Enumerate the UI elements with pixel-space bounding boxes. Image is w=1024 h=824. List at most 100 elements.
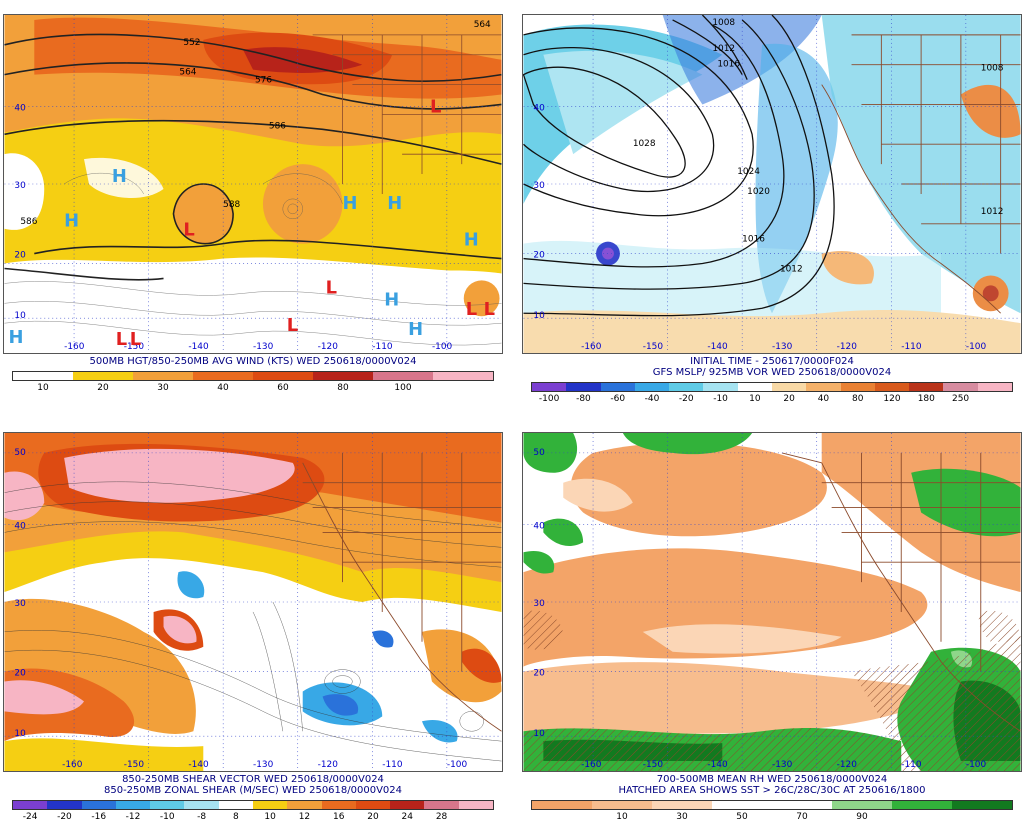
colorbar-tick-label: -40 — [644, 394, 660, 404]
map-mean-rh: 50 40 30 20 10 -160 -150 -140 -130 -120 … — [522, 432, 1022, 772]
high-pressure-marker: H — [384, 289, 399, 310]
lat-label: 20 — [533, 669, 545, 679]
lon-label: -150 — [124, 342, 145, 352]
lat-label: 40 — [14, 521, 26, 531]
lat-label: 10 — [533, 311, 545, 321]
colorbar-tick-label: 120 — [883, 394, 901, 404]
colorbar-tick-label: -16 — [91, 812, 107, 822]
colorbar-tick-label: 180 — [917, 394, 935, 404]
colorbar-tick-label: 10 — [264, 812, 276, 822]
colorbar — [12, 371, 494, 381]
lon-label: -160 — [581, 760, 602, 770]
isobar-label: 1020 — [747, 187, 770, 197]
lon-label: -150 — [643, 760, 664, 770]
colorbar-segment — [13, 801, 48, 809]
lon-label: -140 — [188, 760, 209, 770]
colorbar-segment — [47, 801, 82, 809]
lat-label: 20 — [14, 669, 26, 679]
colorbar-tick-label: -24 — [22, 812, 38, 822]
low-pressure-marker: L — [130, 329, 141, 350]
low-pressure-marker: L — [430, 96, 441, 117]
colorbar-tick-label: -20 — [678, 394, 694, 404]
high-pressure-marker: H — [64, 211, 79, 232]
colorbar-tick-label: 8 — [232, 812, 239, 822]
lon-label: -110 — [372, 342, 393, 352]
colorbar-segment — [115, 801, 151, 809]
low-pressure-marker: L — [287, 315, 298, 336]
map-graphic: 564 552 564 576 586 586 588 40 30 20 10 … — [4, 15, 502, 353]
colorbar-segment — [532, 383, 567, 391]
colorbar-segment — [13, 372, 73, 380]
colorbar-tick-label: 40 — [217, 383, 229, 393]
colorbar-segment — [840, 383, 875, 391]
colorbar-segment — [150, 801, 185, 809]
lon-label: -120 — [837, 760, 858, 770]
map-graphic: 1008 1012 1016 1028 1024 1020 1016 1012 … — [523, 15, 1021, 353]
lon-label: -130 — [253, 760, 274, 770]
lon-label: -100 — [966, 342, 987, 352]
lat-label: 30 — [533, 599, 545, 609]
colorbar-tick-label: 30 — [157, 383, 169, 393]
colorbar-tick-label: -20 — [57, 812, 72, 822]
colorbar-segment — [73, 372, 133, 380]
colorbar-segment — [737, 383, 772, 391]
contour-label: 564 — [179, 68, 196, 78]
high-pressure-marker: H — [342, 193, 357, 214]
low-pressure-marker: L — [484, 299, 495, 320]
colorbar-segment — [634, 383, 670, 391]
colorbar — [531, 382, 1013, 392]
lon-label: -110 — [382, 760, 403, 770]
lon-label: -110 — [901, 342, 922, 352]
panel-mean-rh: 50 40 30 20 10 -160 -150 -140 -130 -120 … — [522, 432, 1022, 824]
isobar-label: 1024 — [737, 167, 760, 177]
isobar-label: 1012 — [981, 207, 1004, 217]
colorbar-segment — [669, 383, 704, 391]
high-pressure-marker: H — [408, 319, 423, 340]
colorbar-segment — [874, 383, 910, 391]
colorbar-tick-label: 24 — [401, 812, 414, 822]
colorbar-tick-label: 250 — [951, 394, 970, 404]
colorbar-labels: -24 -20 -16 -12 -10 -8 8 10 12 16 20 24 28 — [13, 812, 493, 824]
low-pressure-marker: L — [116, 329, 127, 350]
colorbar-segment — [133, 372, 193, 380]
colorbar-segment — [943, 383, 978, 391]
panel-caption: 850-250MB SHEAR VECTOR WED 250618/0000V0… — [103, 774, 403, 796]
colorbar-labels: 10 20 30 40 60 80 100 — [13, 383, 493, 395]
map-mslp: 1008 1012 1016 1028 1024 1020 1016 1012 … — [522, 14, 1022, 354]
colorbar-tick-label: 10 — [749, 394, 761, 404]
colorbar-tick-label: 16 — [332, 812, 345, 822]
colorbar-segment — [193, 372, 253, 380]
lon-label: -120 — [318, 342, 339, 352]
contour-label: 564 — [474, 20, 491, 30]
colorbar — [12, 800, 494, 810]
contour-label: 576 — [255, 76, 272, 86]
high-pressure-marker: H — [112, 166, 127, 187]
colorbar-tick-label: 12 — [298, 812, 311, 822]
isobar-label: 1008 — [981, 64, 1004, 74]
panel-mslp-vorticity: 1008 1012 1016 1028 1024 1020 1016 1012 … — [522, 14, 1022, 406]
colorbar-segment — [712, 801, 772, 809]
colorbar-segment — [287, 801, 322, 809]
low-pressure-marker: L — [183, 220, 194, 241]
isobar-label: 1028 — [633, 139, 656, 149]
isobar-label: 1012 — [712, 44, 735, 54]
panel-caption: INITIAL TIME - 250617/0000F024 GFS MSLP/… — [652, 356, 892, 378]
lon-label: -110 — [901, 760, 922, 770]
lon-label: -160 — [581, 342, 602, 352]
colorbar-segment — [355, 801, 391, 809]
colorbar-labels: -100 -80 -60 -40 -20 -10 10 20 40 80 120 180 250 — [532, 394, 1012, 406]
isobar-label: 1016 — [717, 60, 740, 70]
colorbar-tick-label: 40 — [817, 394, 830, 404]
colorbar-segment — [652, 801, 712, 809]
low-pressure-marker: L — [326, 277, 337, 298]
colorbar-tick-label: 10 — [37, 383, 49, 393]
colorbar-tick-label: -10 — [713, 394, 728, 404]
colorbar-segment — [566, 383, 601, 391]
colorbar-tick-label: 100 — [394, 383, 412, 393]
isobar-label: 1012 — [780, 264, 803, 274]
high-pressure-marker: H — [464, 230, 479, 251]
colorbar-tick-label: -60 — [610, 394, 626, 404]
lon-label: -120 — [318, 760, 339, 770]
map-graphic: 50 40 30 20 10 -160 -150 -140 -130 -120 … — [523, 433, 1021, 771]
colorbar-segment — [806, 383, 841, 391]
